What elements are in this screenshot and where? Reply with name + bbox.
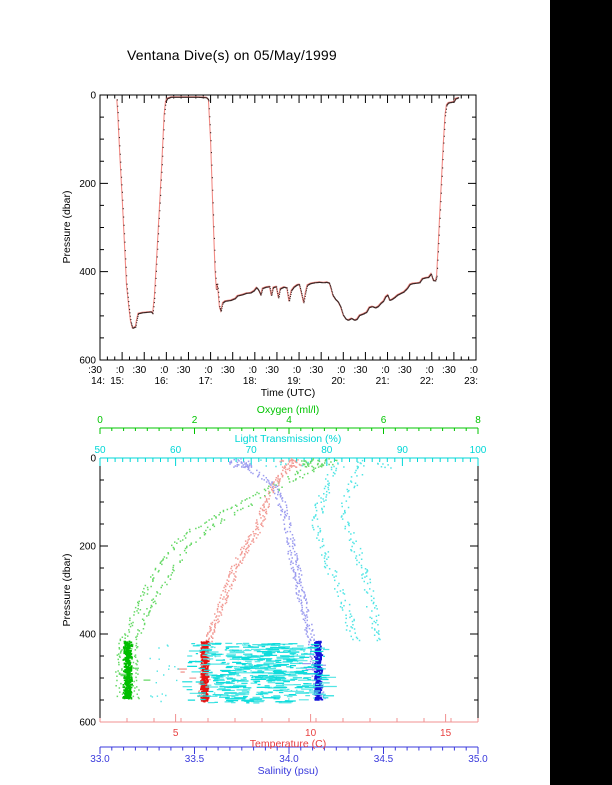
svg-text:35.0: 35.0 xyxy=(468,754,488,765)
svg-text:15:: 15: xyxy=(110,376,124,387)
svg-text:0: 0 xyxy=(97,415,103,426)
svg-text:0: 0 xyxy=(90,91,96,102)
svg-text::0: :0 xyxy=(381,365,390,376)
svg-text::30: :30 xyxy=(309,365,323,376)
svg-text::30: :30 xyxy=(88,365,102,376)
svg-text:60: 60 xyxy=(170,445,182,456)
svg-text:34.5: 34.5 xyxy=(374,754,394,765)
svg-text:34.0: 34.0 xyxy=(279,754,299,765)
svg-text:600: 600 xyxy=(79,718,96,729)
svg-text:100: 100 xyxy=(470,445,487,456)
svg-text:2: 2 xyxy=(192,415,198,426)
svg-text:8: 8 xyxy=(475,415,481,426)
light-transmission-axis-label: Light Transmission (%) xyxy=(234,433,342,445)
svg-text::30: :30 xyxy=(177,365,191,376)
svg-text:19:: 19: xyxy=(287,376,301,387)
svg-text:23:: 23: xyxy=(464,376,478,387)
svg-text:4: 4 xyxy=(286,415,292,426)
svg-text:15: 15 xyxy=(440,728,452,739)
svg-text:33.0: 33.0 xyxy=(90,754,110,765)
time-axis-label: Time (UTC) xyxy=(260,387,316,399)
svg-text:90: 90 xyxy=(397,445,409,456)
svg-text::30: :30 xyxy=(265,365,279,376)
svg-text:18:: 18: xyxy=(243,376,257,387)
page-title: Ventana Dive(s) on 05/May/1999 xyxy=(127,47,337,63)
svg-text:80: 80 xyxy=(321,445,333,456)
right-black-strip xyxy=(550,0,612,785)
svg-text::30: :30 xyxy=(132,365,146,376)
svg-text:16:: 16: xyxy=(154,376,168,387)
oxygen-axis-label: Oxygen (ml/l) xyxy=(256,404,320,416)
svg-text:600: 600 xyxy=(79,356,96,367)
svg-text:5: 5 xyxy=(173,728,179,739)
svg-text:50: 50 xyxy=(94,445,106,456)
svg-text::0: :0 xyxy=(337,365,346,376)
pressure-axis-label-top: Pressure (dbar) xyxy=(61,190,73,264)
salinity-axis-label: Salinity (psu) xyxy=(257,765,319,777)
svg-text:400: 400 xyxy=(79,630,96,641)
svg-text:21:: 21: xyxy=(376,376,390,387)
svg-text:17:: 17: xyxy=(199,376,213,387)
svg-text::0: :0 xyxy=(470,365,479,376)
svg-text::0: :0 xyxy=(425,365,434,376)
temperature-axis-label: Temperature (C) xyxy=(249,738,327,750)
svg-text:22:: 22: xyxy=(420,376,434,387)
pressure-axis-label-bottom: Pressure (dbar) xyxy=(61,553,73,627)
svg-text::30: :30 xyxy=(398,365,412,376)
svg-text:200: 200 xyxy=(79,542,96,553)
svg-text::30: :30 xyxy=(354,365,368,376)
svg-text:70: 70 xyxy=(246,445,258,456)
svg-text::30: :30 xyxy=(442,365,456,376)
svg-text::0: :0 xyxy=(248,365,257,376)
svg-text::0: :0 xyxy=(160,365,169,376)
svg-text:20:: 20: xyxy=(331,376,345,387)
svg-text::0: :0 xyxy=(116,365,125,376)
svg-text:33.5: 33.5 xyxy=(185,754,205,765)
svg-text:10: 10 xyxy=(305,728,317,739)
svg-text::0: :0 xyxy=(204,365,213,376)
svg-text:0: 0 xyxy=(90,454,96,465)
svg-text:200: 200 xyxy=(79,179,96,190)
svg-text:14:: 14: xyxy=(91,376,105,387)
svg-text::30: :30 xyxy=(221,365,235,376)
svg-text:400: 400 xyxy=(79,267,96,278)
svg-text::0: :0 xyxy=(293,365,302,376)
svg-text:6: 6 xyxy=(381,415,387,426)
